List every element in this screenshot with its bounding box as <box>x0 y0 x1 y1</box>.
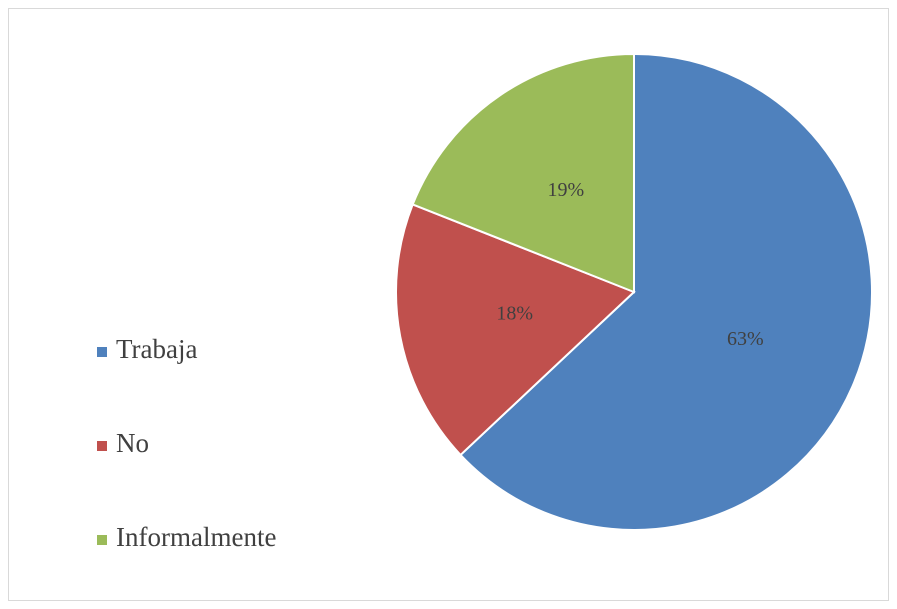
data-label: 19% <box>547 179 584 201</box>
legend-label: No <box>116 428 149 458</box>
legend-label: Informalmente <box>116 522 276 552</box>
data-label: 18% <box>496 302 533 324</box>
legend-swatch <box>97 441 107 451</box>
legend-swatch <box>97 535 107 545</box>
legend-swatch <box>97 347 107 357</box>
data-label: 63% <box>727 328 764 350</box>
pie-slice <box>395 203 636 457</box>
pie-slice <box>459 52 873 531</box>
pie-slice <box>411 52 635 294</box>
legend-label: Trabaja <box>116 334 198 364</box>
